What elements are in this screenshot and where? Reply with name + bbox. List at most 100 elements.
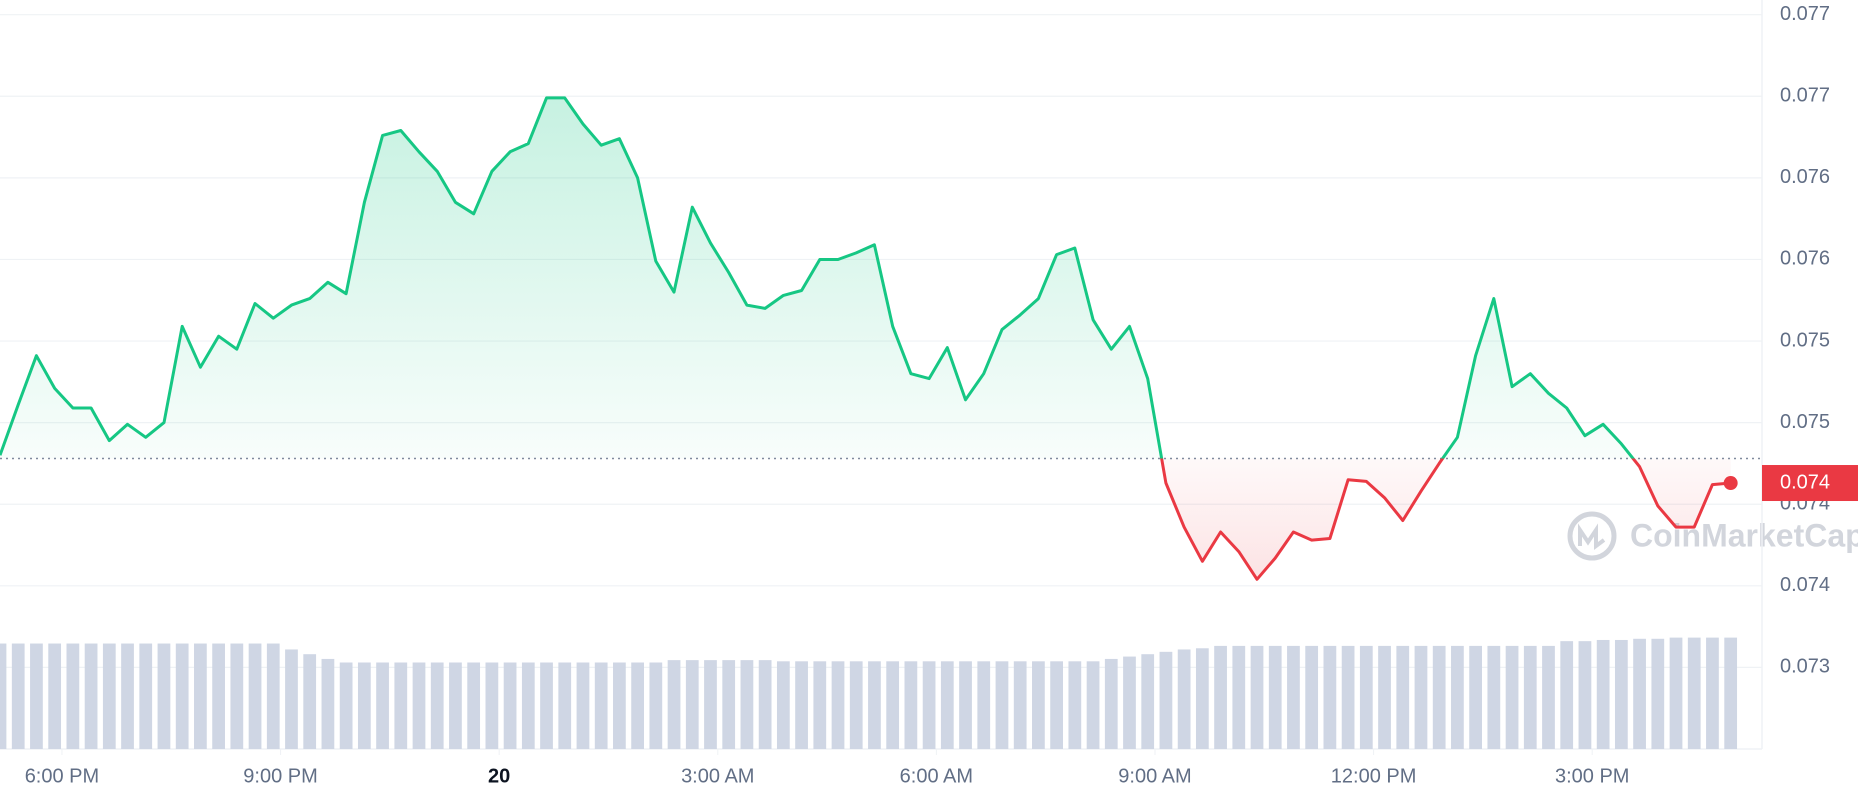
volume-bar: [1505, 645, 1519, 749]
volume-bar: [1560, 641, 1574, 749]
volume-bar: [30, 643, 43, 749]
y-tick-label: 0.077: [1780, 85, 1830, 107]
volume-bar: [758, 660, 772, 749]
volume-bar: [376, 662, 389, 749]
volume-bar: [1013, 661, 1027, 749]
volume-bar: [266, 643, 280, 749]
volume-bar: [357, 662, 371, 749]
current-price-label: 0.074: [1780, 471, 1830, 493]
volume-bar: [212, 643, 225, 749]
volume-bar: [594, 662, 608, 749]
volume-bar: [1487, 645, 1501, 749]
volume-bar: [1414, 645, 1428, 749]
volume-bar: [1724, 637, 1738, 749]
volume-bar: [1250, 645, 1264, 749]
y-tick-label: 0.077: [1780, 3, 1830, 25]
volume-bar: [1432, 645, 1446, 749]
volume-bar: [1669, 637, 1683, 749]
volume-bar: [194, 643, 207, 749]
volume-bar: [1451, 645, 1464, 749]
volume-bar: [48, 643, 62, 749]
x-tick-label: 20: [488, 765, 510, 787]
volume-bar: [904, 661, 918, 749]
volume-bar: [157, 643, 171, 749]
volume-bar: [1651, 638, 1665, 749]
volume-bar: [1596, 639, 1610, 749]
volume-bar: [1523, 645, 1537, 749]
last-point: [1723, 476, 1738, 491]
volume-bar: [394, 662, 408, 749]
volume-bar: [1469, 645, 1482, 749]
volume-bar: [1086, 661, 1100, 749]
x-tick-label: 9:00 PM: [243, 765, 317, 787]
volume-bar: [704, 660, 717, 749]
volume-bar: [1068, 661, 1082, 749]
volume-bar: [995, 661, 1009, 749]
volume-bar: [1032, 661, 1045, 749]
volume-bar: [667, 660, 681, 749]
volume-bar: [503, 662, 517, 749]
volume-bar: [1305, 645, 1319, 749]
volume-bar: [1323, 645, 1337, 749]
volume-bar: [849, 661, 863, 749]
volume-bar: [1633, 638, 1646, 749]
volume-bar: [1104, 658, 1118, 749]
volume-bar: [1195, 648, 1209, 749]
volume-bar: [521, 662, 535, 749]
volume-bar: [175, 643, 189, 749]
volume-bar: [339, 662, 353, 749]
volume-bar: [1177, 649, 1191, 749]
y-tick-label: 0.074: [1780, 574, 1830, 596]
volume-bar: [449, 662, 462, 749]
volume-bar: [1396, 645, 1410, 749]
volume-bar: [1159, 651, 1173, 749]
volume-bar: [813, 661, 827, 749]
volume-bar: [66, 643, 80, 749]
volume-bar: [685, 660, 699, 749]
volume-bar: [230, 643, 244, 749]
volume-bar: [558, 662, 572, 749]
volume-bar: [1123, 656, 1136, 749]
y-tick-label: 0.075: [1780, 411, 1830, 433]
volume-bar: [1687, 637, 1701, 749]
volume-bar: [303, 654, 317, 749]
x-tick-label: 12:00 PM: [1331, 765, 1417, 787]
volume-bar: [631, 662, 644, 749]
watermark: CoinMarketCap: [1567, 511, 1858, 561]
volume-bar: [613, 662, 626, 749]
volume-bar: [321, 658, 335, 749]
volume-bar: [84, 643, 98, 749]
volume-bar: [1141, 654, 1155, 749]
volume-bar: [430, 662, 444, 749]
volume-bar: [121, 643, 134, 749]
volume-bar: [102, 643, 116, 749]
volume-bar: [576, 662, 590, 749]
volume-bar: [1542, 645, 1555, 749]
volume-bar: [285, 649, 298, 749]
x-tick-label: 3:00 PM: [1555, 765, 1629, 787]
volume-bar: [1706, 637, 1719, 749]
volume-bar: [886, 661, 900, 749]
volume-bar: [1214, 645, 1227, 749]
y-tick-label: 0.076: [1780, 248, 1830, 270]
volume-bar: [11, 643, 25, 749]
volume-bar: [1268, 645, 1282, 749]
volume-bar: [1287, 645, 1300, 749]
x-tick-label: 6:00 AM: [900, 765, 973, 787]
volume-bar: [1232, 645, 1246, 749]
volume-bar: [485, 662, 499, 749]
volume-bar: [540, 662, 553, 749]
volume-bar: [412, 662, 426, 749]
volume-bar: [0, 643, 7, 749]
x-tick-label: 9:00 AM: [1118, 765, 1191, 787]
current-price-box: [1762, 465, 1858, 502]
volume-bar: [977, 661, 991, 749]
x-tick-label: 6:00 PM: [25, 765, 99, 787]
volume-bar: [1578, 641, 1592, 749]
volume-bar: [1614, 639, 1628, 749]
volume-bar: [922, 661, 936, 749]
volume-bar: [740, 660, 754, 749]
volume-bar: [1341, 645, 1355, 749]
